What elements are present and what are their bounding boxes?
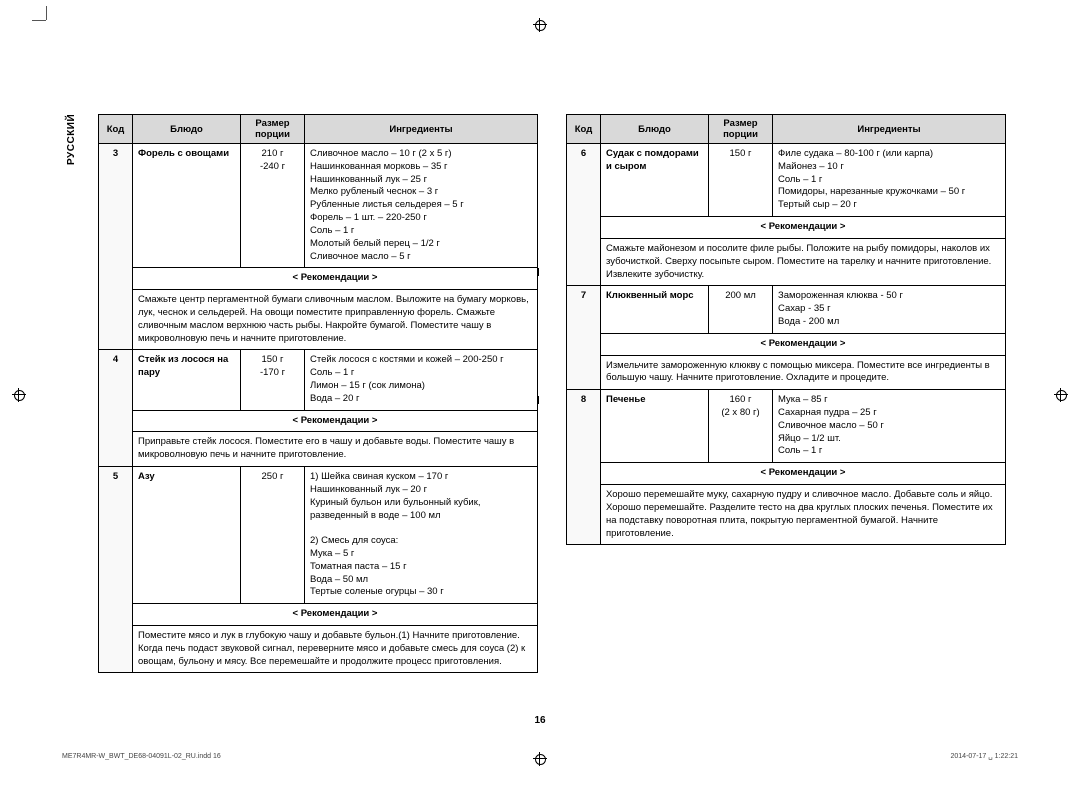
th-ing: Ингредиенты <box>305 115 538 144</box>
code-cell: 6 <box>567 144 601 286</box>
size-cell: 200 мл <box>709 286 773 333</box>
code-cell: 7 <box>567 286 601 390</box>
th-code: Код <box>567 115 601 144</box>
code-cell: 4 <box>99 350 133 467</box>
ing-cell: Стейк лосося с костями и кожей – 200-250… <box>305 350 538 410</box>
registration-mark <box>1054 388 1068 402</box>
dish-cell: Судак с помдорами и сыром <box>601 144 709 217</box>
reco-text: Хорошо перемешайте муку, сахарную пудру … <box>601 485 1006 545</box>
content-columns: Код Блюдо Размер порции Ингредиенты 3 Фо… <box>98 114 1038 673</box>
recipe-table-right: Код Блюдо Размер порции Ингредиенты 6 Су… <box>566 114 1006 545</box>
crop-mark <box>32 20 46 21</box>
th-size: Размер порции <box>709 115 773 144</box>
reco-text: Смажьте центр пергаментной бумаги сливоч… <box>133 290 538 350</box>
reco-text: Смажьте майонезом и посолите филе рыбы. … <box>601 238 1006 285</box>
ing-cell: Филе судака – 80-100 г (или карпа) Майон… <box>773 144 1006 217</box>
left-column: Код Блюдо Размер порции Ингредиенты 3 Фо… <box>98 114 538 673</box>
registration-mark <box>533 18 547 32</box>
reco-label: < Рекомендации > <box>133 410 538 432</box>
th-ing: Ингредиенты <box>773 115 1006 144</box>
reco-text: Измельчите замороженную клюкву с помощью… <box>601 355 1006 390</box>
reco-text: Поместите мясо и лук в глубокую чашу и д… <box>133 626 538 673</box>
size-cell: 160 г (2 x 80 г) <box>709 390 773 463</box>
reco-label: < Рекомендации > <box>601 463 1006 485</box>
ing-cell: 1) Шейка свиная куском – 170 г Нашинкова… <box>305 467 538 604</box>
dish-cell: Клюквенный морс <box>601 286 709 333</box>
size-cell: 150 г <box>709 144 773 217</box>
ing-cell: Замороженная клюква - 50 г Сахар - 35 г … <box>773 286 1006 333</box>
code-cell: 3 <box>99 144 133 350</box>
th-code: Код <box>99 115 133 144</box>
th-dish: Блюдо <box>601 115 709 144</box>
size-cell: 250 г <box>241 467 305 604</box>
dish-cell: Азу <box>133 467 241 604</box>
footer-filename: ME7R4MR-W_BWT_DE68-04091L-02_RU.indd 16 <box>62 753 221 760</box>
dish-cell: Форель с овощами <box>133 144 241 268</box>
footer-timestamp: 2014-07-17 ␣ 1:22:21 <box>951 752 1019 760</box>
ing-cell: Мука – 85 г Сахарная пудра – 25 г Сливоч… <box>773 390 1006 463</box>
reco-label: < Рекомендации > <box>601 217 1006 239</box>
th-dish: Блюдо <box>133 115 241 144</box>
size-cell: 150 г -170 г <box>241 350 305 410</box>
page: РУССКИЙ Код Блюдо Размер порции Ингредие… <box>0 0 1080 792</box>
reco-label: < Рекомендации > <box>133 604 538 626</box>
dish-cell: Стейк из лосося на пару <box>133 350 241 410</box>
code-cell: 5 <box>99 467 133 673</box>
language-tab: РУССКИЙ <box>66 114 77 165</box>
reco-label: < Рекомендации > <box>133 268 538 290</box>
dish-cell: Печенье <box>601 390 709 463</box>
code-cell: 8 <box>567 390 601 545</box>
crop-mark <box>46 6 47 20</box>
right-column: Код Блюдо Размер порции Ингредиенты 6 Су… <box>566 114 1006 673</box>
reco-label: < Рекомендации > <box>601 333 1006 355</box>
recipe-table-left: Код Блюдо Размер порции Ингредиенты 3 Фо… <box>98 114 538 673</box>
registration-mark <box>12 388 26 402</box>
reco-text: Приправьте стейк лосося. Поместите его в… <box>133 432 538 467</box>
size-cell: 210 г -240 г <box>241 144 305 268</box>
ing-cell: Сливочное масло – 10 г (2 x 5 г) Нашинко… <box>305 144 538 268</box>
page-number: 16 <box>0 715 1080 726</box>
th-size: Размер порции <box>241 115 305 144</box>
registration-mark <box>533 752 547 766</box>
